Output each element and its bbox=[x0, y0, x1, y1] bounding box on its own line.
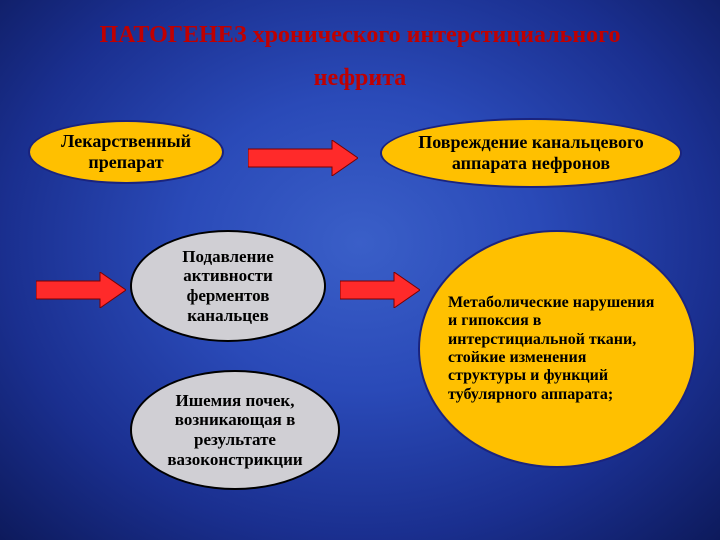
title-line2: нефрита bbox=[0, 65, 720, 92]
title-line1: ПАТОГЕНЕЗ хронического интерстициального bbox=[0, 22, 720, 49]
node-tubular-damage-text: Повреждение канальцевого аппарата нефрон… bbox=[396, 132, 666, 173]
arrow-2 bbox=[36, 272, 126, 308]
arrow-3 bbox=[340, 272, 420, 308]
node-enzyme-suppression: Подавление активности ферментов канальце… bbox=[130, 230, 326, 342]
node-enzyme-suppression-text: Подавление активности ферментов канальце… bbox=[146, 247, 310, 325]
node-metabolic-disorder-text: Метаболические нарушения и гипоксия в ин… bbox=[448, 294, 666, 404]
node-tubular-damage: Повреждение канальцевого аппарата нефрон… bbox=[380, 118, 682, 188]
node-drug: Лекарственный препарат bbox=[28, 120, 224, 184]
node-metabolic-disorder: Метаболические нарушения и гипоксия в ин… bbox=[418, 230, 696, 468]
node-drug-text: Лекарственный препарат bbox=[44, 131, 208, 172]
arrow-1 bbox=[248, 140, 358, 176]
node-renal-ischemia-text: Ишемия почек, возникающая в результате в… bbox=[146, 391, 324, 469]
node-renal-ischemia: Ишемия почек, возникающая в результате в… bbox=[130, 370, 340, 490]
